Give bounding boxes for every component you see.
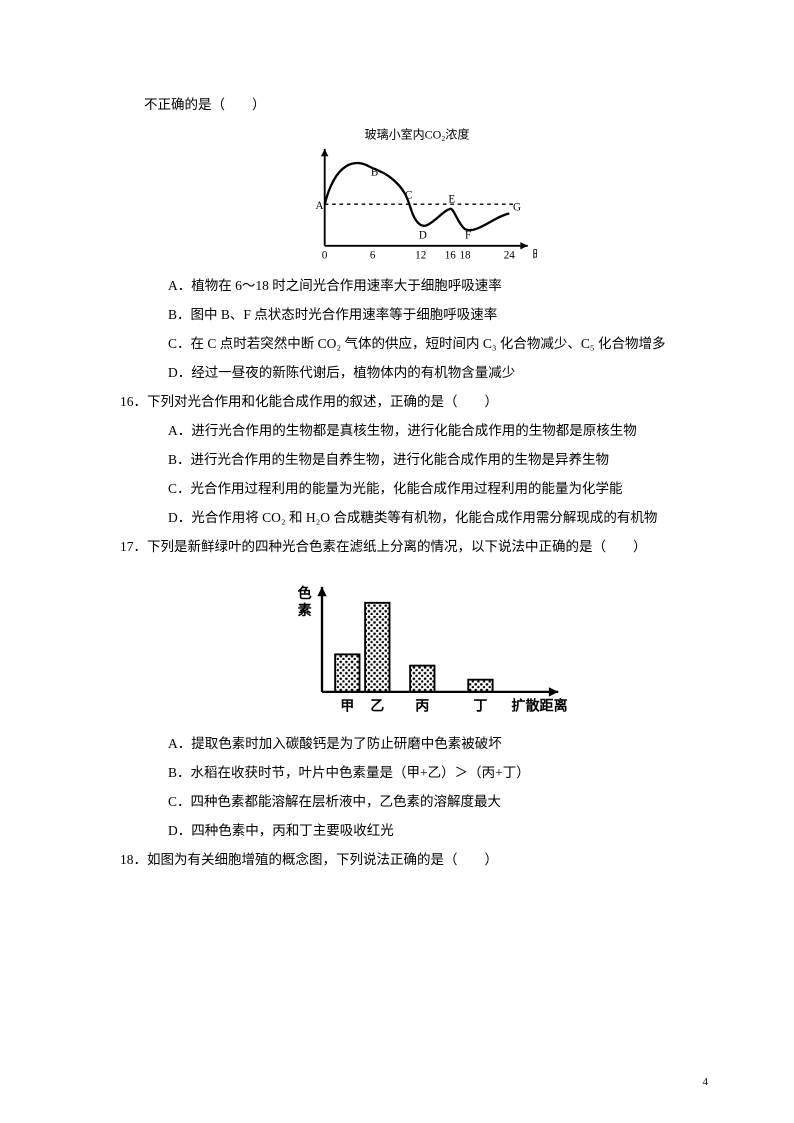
svg-text:乙: 乙: [370, 699, 384, 715]
q15-option-b: B．图中 B、F 点状态时光合作用速率等于细胞呼吸速率: [120, 300, 714, 329]
svg-text:18: 18: [459, 250, 471, 262]
svg-text:E: E: [448, 193, 455, 205]
figure-co2-curve: 玻璃小室内CO₂浓度 0 6 12 16 18 24 时 A B: [297, 125, 537, 265]
fig2-xlabel: 扩散距离: [511, 698, 567, 715]
q17-option-c: C．四种色素都能溶解在层析液中，乙色素的溶解度最大: [120, 787, 714, 816]
q15-tail: 不正确的是（ ）: [120, 90, 714, 119]
svg-text:色: 色: [298, 585, 312, 602]
svg-text:12: 12: [415, 250, 426, 262]
svg-text:丙: 丙: [415, 699, 429, 715]
svg-text:D: D: [419, 229, 427, 241]
q17-option-a: A．提取色素时加入碳酸钙是为了防止研磨中色素被破坏: [120, 729, 714, 758]
svg-text:B: B: [371, 167, 378, 179]
page-number: 4: [703, 1071, 709, 1095]
q17-option-b: B．水稻在收获时节，叶片中色素量是（甲+乙）＞（丙+丁）: [120, 758, 714, 787]
svg-text:丁: 丁: [473, 699, 487, 715]
q17-stem: 17．下列是新鲜绿叶的四种光合色素在滤纸上分离的情况，以下说法中正确的是（ ）: [120, 532, 714, 561]
svg-text:素: 素: [298, 602, 312, 619]
q17-option-d: D．四种色素中，丙和丁主要吸收红光: [120, 816, 714, 845]
q18-stem: 18．如图为有关细胞增殖的概念图，下列说法正确的是（ ）: [120, 845, 714, 874]
svg-text:16: 16: [445, 250, 457, 262]
fig1-title: 玻璃小室内CO₂浓度: [365, 127, 470, 142]
q16-option-c: C．光合作用过程利用的能量为光能，化能合成作用过程利用的能量为化学能: [120, 474, 714, 503]
svg-text:G: G: [513, 202, 521, 214]
q15-option-a: A．植物在 6～18 时之间光合作用速率大于细胞呼吸速率: [120, 271, 714, 300]
q16-option-b: B．进行光合作用的生物是自养生物，进行化能合成作用的生物是异养生物: [120, 445, 714, 474]
q16-stem: 16．下列对光合作用和化能合成作用的叙述，正确的是（ ）: [120, 387, 714, 416]
svg-text:A: A: [315, 200, 323, 212]
q15-option-c: C．在 C 点时若突然中断 CO₂ 气体的供应，短时间内 C₃ 化合物减少、C₅…: [120, 329, 714, 358]
svg-text:0: 0: [322, 250, 328, 262]
svg-text:24: 24: [504, 250, 516, 262]
q15-option-d: D．经过一昼夜的新陈代谢后，植物体内的有机物含量减少: [120, 358, 714, 387]
svg-text:C: C: [405, 190, 412, 202]
svg-text:甲: 甲: [340, 699, 354, 715]
q16-option-d: D．光合作用将 CO₂ 和 H₂O 合成糖类等有机物，化能合成作用需分解现成的有…: [120, 503, 714, 532]
svg-text:F: F: [465, 229, 471, 241]
fig1-xlabel: 时: [532, 248, 537, 262]
q16-option-a: A．进行光合作用的生物都是真核生物，进行化能合成作用的生物都是原核生物: [120, 416, 714, 445]
svg-text:6: 6: [370, 250, 376, 262]
figure-pigment-bars: 色 素 甲 乙 丙 丁 扩散距离: [277, 565, 557, 725]
